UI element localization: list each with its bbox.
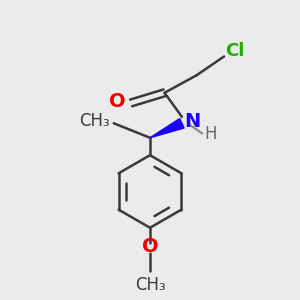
Text: O: O [109,92,126,111]
Text: CH₃: CH₃ [135,276,165,294]
Text: O: O [142,237,158,256]
Text: Cl: Cl [226,42,245,60]
Polygon shape [150,118,184,138]
Text: H: H [205,125,217,143]
Text: CH₃: CH₃ [80,112,110,130]
Text: N: N [184,112,200,131]
